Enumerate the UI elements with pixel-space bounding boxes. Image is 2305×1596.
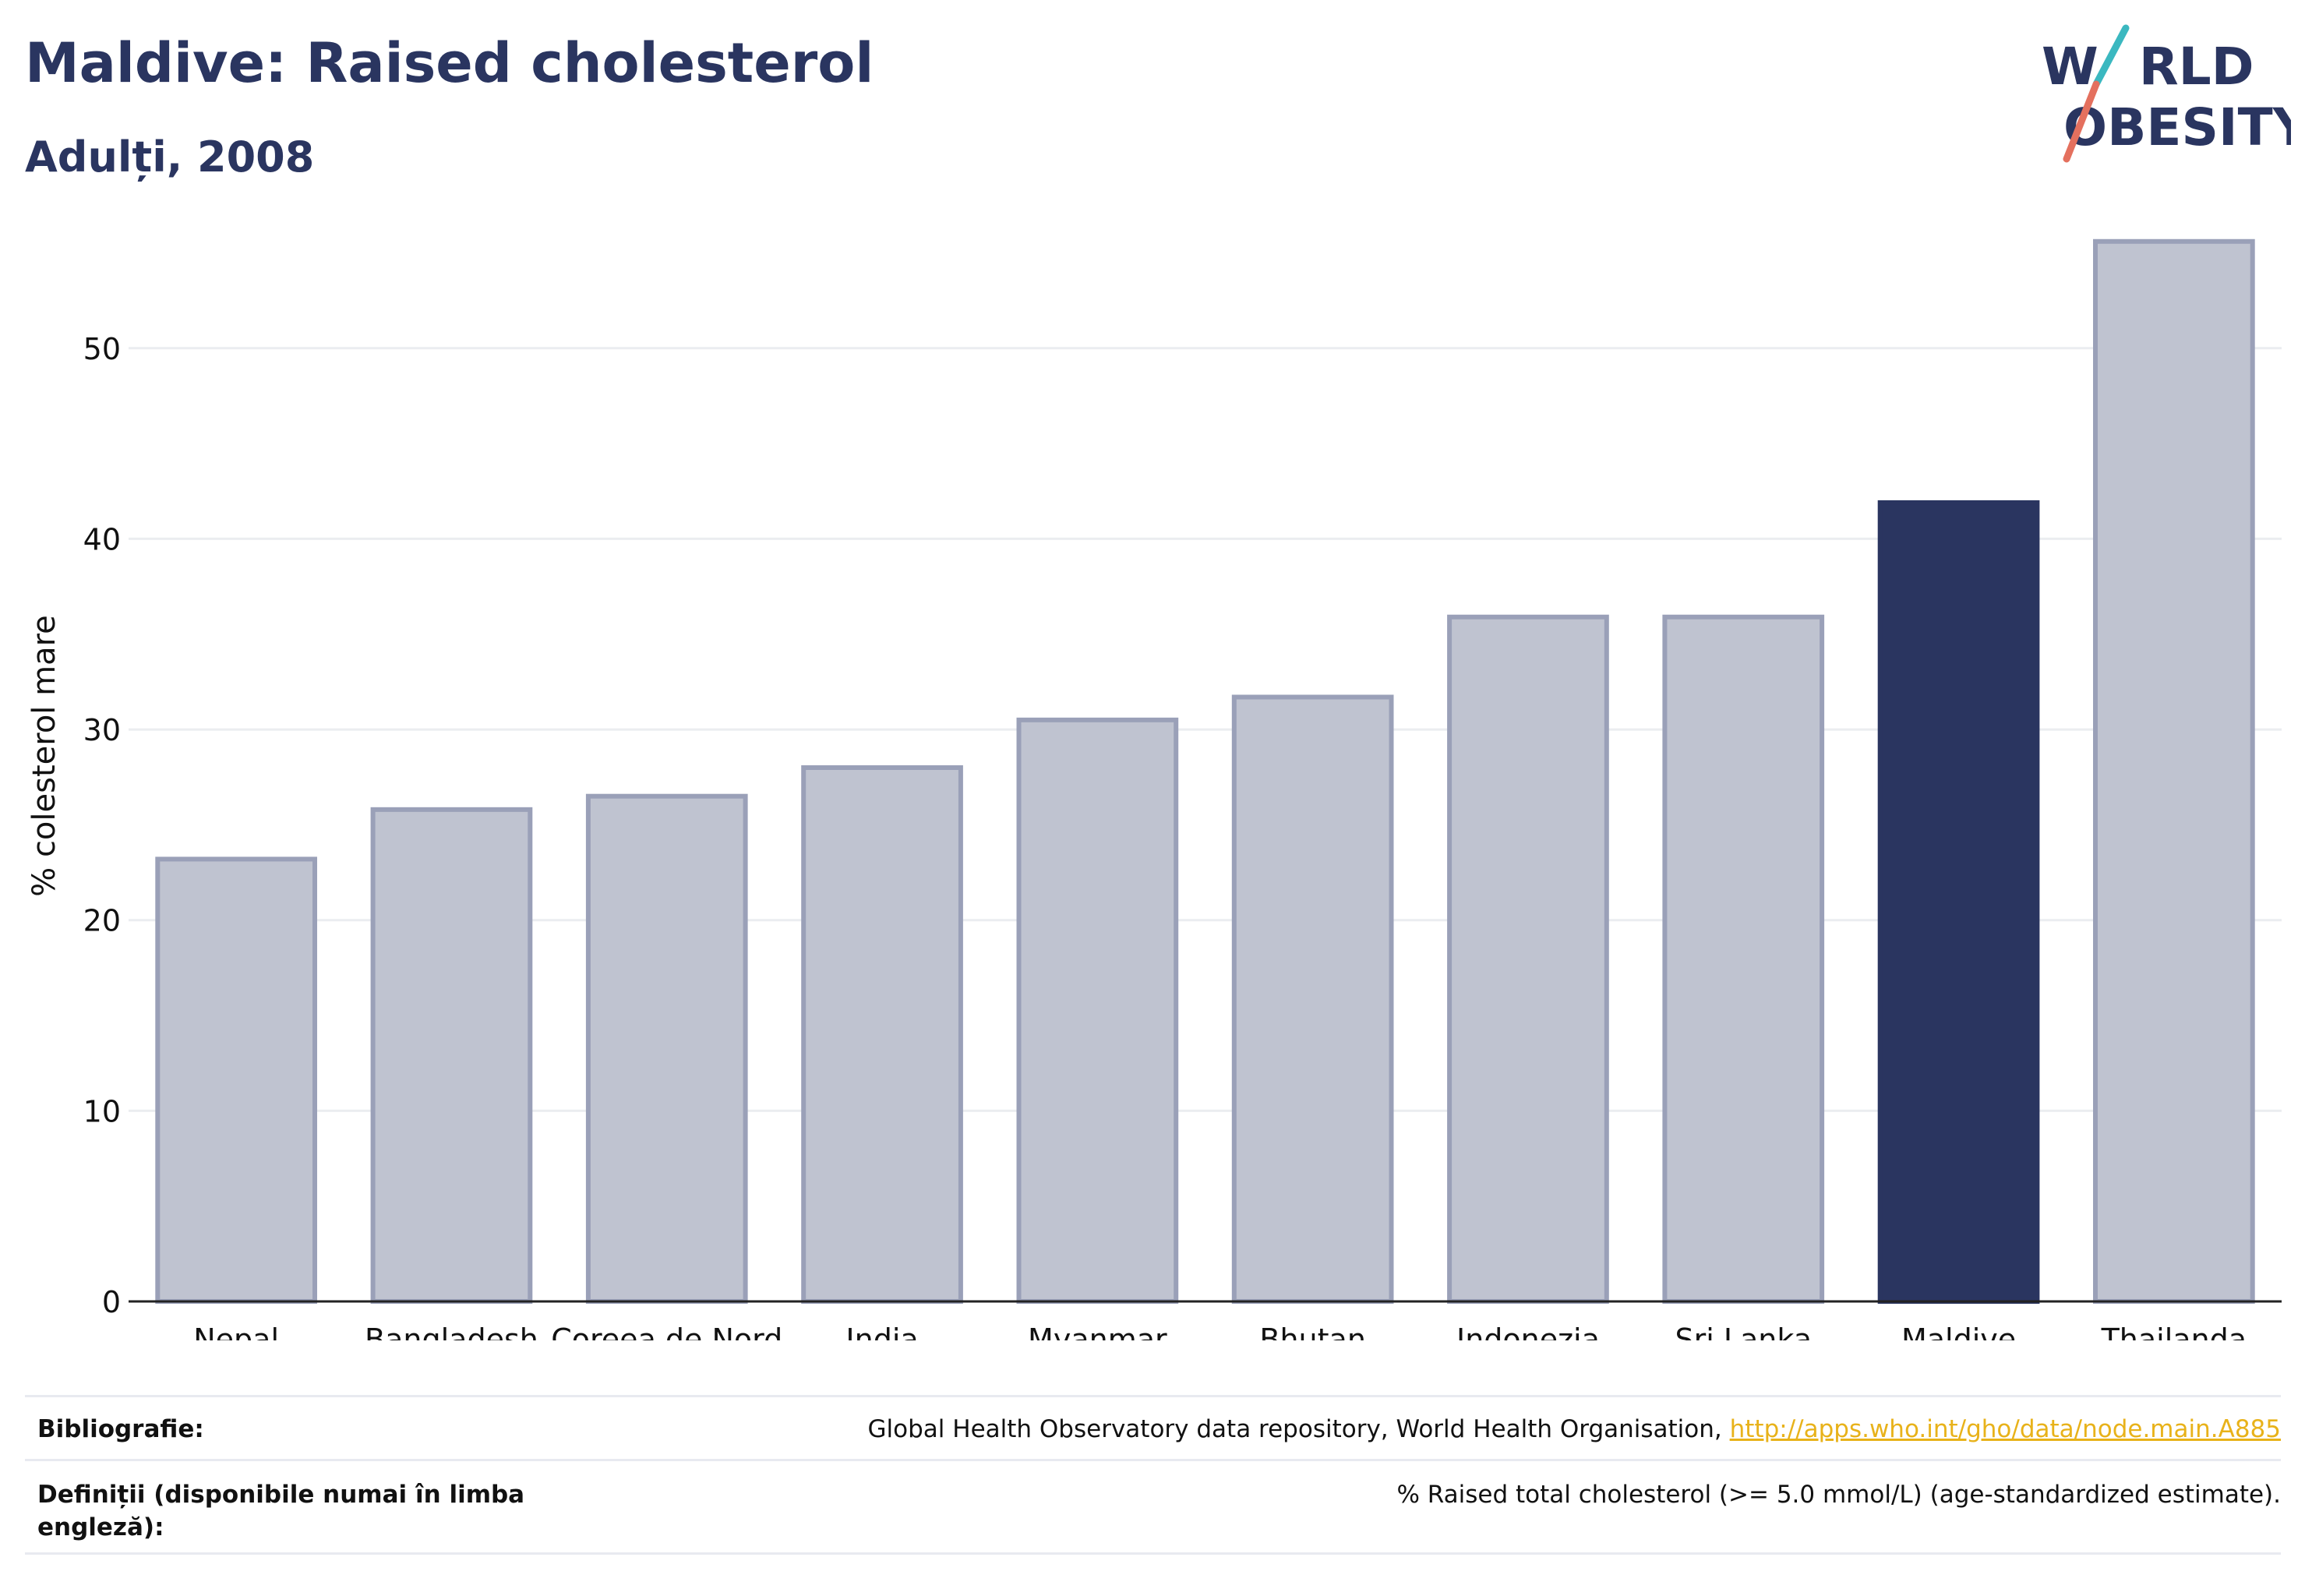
bar-maldive[interactable] [1877, 500, 2040, 1304]
x-tick-label: Thailanda [2101, 1322, 2247, 1340]
bars [155, 238, 2255, 1304]
chart-title: Maldive: Raised cholesterol [25, 31, 874, 95]
bar-chart: 0 10 20 30 40 50 Nepal Bangladesh Coreea de Nord… [26, 238, 2282, 1340]
x-tick-label: Myanmar [1028, 1322, 1167, 1340]
footer-definition-value: % Raised total cholesterol (>= 5.0 mmol/… [1396, 1481, 2281, 1509]
bar-nepal[interactable] [155, 856, 317, 1304]
x-tick-label: Maldive [1901, 1322, 2016, 1340]
footer-definition-row: Definiții (disponibile numai în limba en… [25, 1459, 2281, 1555]
bar-indonezia[interactable] [1447, 614, 1609, 1304]
logo-slash-bottom [2063, 80, 2100, 163]
world-obesity-logo: W RLD OBESITY [2042, 24, 2291, 163]
x-tick-label: Indonezia [1456, 1322, 1600, 1340]
footer-source-text: Global Health Observatory data repositor… [867, 1415, 1730, 1443]
footer-divider [25, 1552, 2281, 1555]
bar-bangladesh[interactable] [370, 807, 533, 1304]
x-tick-label: India [845, 1322, 918, 1340]
y-tick-label: 10 [83, 1094, 121, 1128]
x-tick-label: Bangladesh [365, 1322, 538, 1340]
bar-thailanda[interactable] [2093, 238, 2255, 1304]
y-tick-label: 40 [83, 522, 121, 556]
x-tick-label: Bhutan [1259, 1322, 1366, 1340]
x-tick-label: Sri Lanka [1675, 1322, 1812, 1340]
y-tick-label: 0 [102, 1285, 121, 1319]
footer-source-label: Bibliografie: [37, 1415, 204, 1443]
y-tick-label: 50 [83, 332, 121, 366]
x-tick-label: Nepal [193, 1322, 279, 1340]
footer-source-row: Bibliografie: Global Health Observatory … [25, 1395, 2281, 1461]
chart-subtitle: Adulți, 2008 [25, 132, 315, 182]
y-tick-label: 30 [83, 713, 121, 747]
footer: Bibliografie: Global Health Observatory … [25, 1395, 2281, 1559]
bar-myanmar[interactable] [1016, 717, 1179, 1304]
footer-definition-label: Definiții (disponibile numai în limba en… [37, 1481, 525, 1541]
y-axis-label: % colesterol mare [26, 615, 62, 897]
axes: 0 10 20 30 40 50 Nepal Bangladesh Coreea de Nord… [83, 332, 2282, 1340]
logo-text-world: W RLD [2042, 37, 2254, 97]
y-tick-label: 20 [83, 904, 121, 938]
bar-bhutan[interactable] [1231, 694, 1394, 1304]
logo-slash-top [2092, 24, 2130, 88]
footer-source-link[interactable]: http://apps.who.int/gho/data/node.main.A… [1729, 1415, 2281, 1443]
bar-coreea-de-nord[interactable] [585, 793, 748, 1304]
bar-sri-lanka[interactable] [1662, 614, 1825, 1304]
logo-text-obesity: OBESITY [2063, 97, 2291, 157]
x-tick-label: Coreea de Nord [551, 1322, 782, 1340]
bar-india[interactable] [801, 765, 963, 1304]
footer-source-value: Global Health Observatory data repositor… [868, 1413, 2281, 1446]
